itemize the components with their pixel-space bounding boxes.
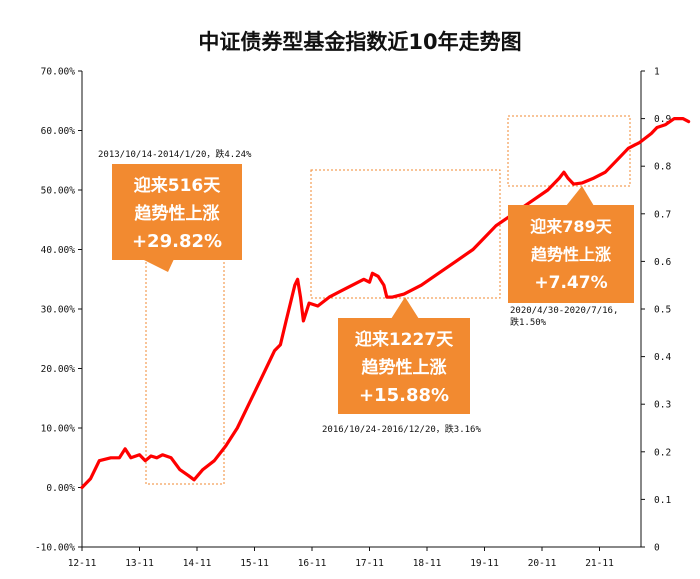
callout-box xyxy=(338,318,470,414)
x-tick-label: 19-11 xyxy=(470,558,499,569)
x-tick-label: 12-11 xyxy=(68,558,97,569)
y-right-tick-label: 0.8 xyxy=(654,162,671,173)
y-left-tick-label: 30.00% xyxy=(41,305,76,316)
series-layer xyxy=(80,117,691,490)
callout-text-line: 迎来1227天 xyxy=(355,329,454,350)
y-right-tick-label: 0.5 xyxy=(654,305,671,316)
y-right-tick-label: 0.3 xyxy=(654,400,671,411)
annotation-date-range: 2013/10/14-2014/1/20，跌4.24% xyxy=(98,149,252,160)
annotation-date-range: 2016/10/24-2016/12/20，跌3.16% xyxy=(322,424,481,435)
x-tick-label: 21-11 xyxy=(585,558,614,569)
callout-text-line: +7.47% xyxy=(534,273,607,293)
callout-pointer xyxy=(391,297,419,319)
y-right-tick-label: 0.2 xyxy=(654,447,671,458)
callout-box xyxy=(508,205,634,303)
annotation-date-range: 2020/4/30-2020/7/16, xyxy=(510,306,618,316)
chart-title: 中证债券型基金指数近10年走势图 xyxy=(198,30,521,54)
y-left-tick-label: 70.00% xyxy=(41,67,76,78)
y-right-tick-label: 0 xyxy=(654,543,660,554)
series-line xyxy=(80,117,691,490)
callout-text-line: 迎来789天 xyxy=(530,217,612,236)
y-left-tick-label: 40.00% xyxy=(41,245,76,256)
axes: 70.00%60.00%50.00%40.00%30.00%20.00%10.0… xyxy=(35,67,671,570)
callout-pointer xyxy=(566,186,594,206)
y-left-tick-label: 10.00% xyxy=(41,424,76,435)
y-right-tick-label: 1 xyxy=(654,67,660,78)
x-tick-label: 17-11 xyxy=(355,558,384,569)
x-tick-label: 18-11 xyxy=(413,558,442,569)
y-left-tick-label: -10.00% xyxy=(35,543,75,554)
highlight-boxes xyxy=(145,115,631,485)
y-left-tick-label: 0.00% xyxy=(46,483,75,494)
x-tick-label: 20-11 xyxy=(528,558,557,569)
highlight-box xyxy=(145,247,225,485)
x-tick-label: 15-11 xyxy=(240,558,269,569)
annotations-layer: 2013/10/14-2014/1/20，跌4.24% 2016/10/24-20… xyxy=(98,149,634,435)
x-tick-label: 14-11 xyxy=(183,558,212,569)
y-right-tick-label: 0.6 xyxy=(654,257,671,268)
highlight-box xyxy=(507,115,631,187)
y-right-tick-label: 0.9 xyxy=(654,114,671,125)
callout-text-line: +15.88% xyxy=(359,385,449,406)
y-right-tick-label: 0.1 xyxy=(654,495,671,506)
callout-pointer xyxy=(142,259,174,272)
y-right-tick-label: 0.7 xyxy=(654,209,671,220)
y-right-tick-label: 0.4 xyxy=(654,352,671,363)
x-tick-label: 13-11 xyxy=(125,558,154,569)
callout-text-line: 趋势性上涨 xyxy=(362,357,447,378)
callout-text-line: 趋势性上涨 xyxy=(531,245,611,264)
highlight-box xyxy=(310,169,501,299)
x-tick-label: 16-11 xyxy=(298,558,327,569)
callout-text-line: +29.82% xyxy=(132,231,222,252)
callout-text-line: 趋势性上涨 xyxy=(135,203,220,224)
callout-box xyxy=(112,164,242,260)
y-left-tick-label: 50.00% xyxy=(41,186,76,197)
y-left-tick-label: 20.00% xyxy=(41,364,76,375)
annotation-date-range: 跌1.50% xyxy=(510,317,547,328)
callout-text-line: 迎来516天 xyxy=(134,175,221,196)
y-left-tick-label: 60.00% xyxy=(41,126,76,137)
